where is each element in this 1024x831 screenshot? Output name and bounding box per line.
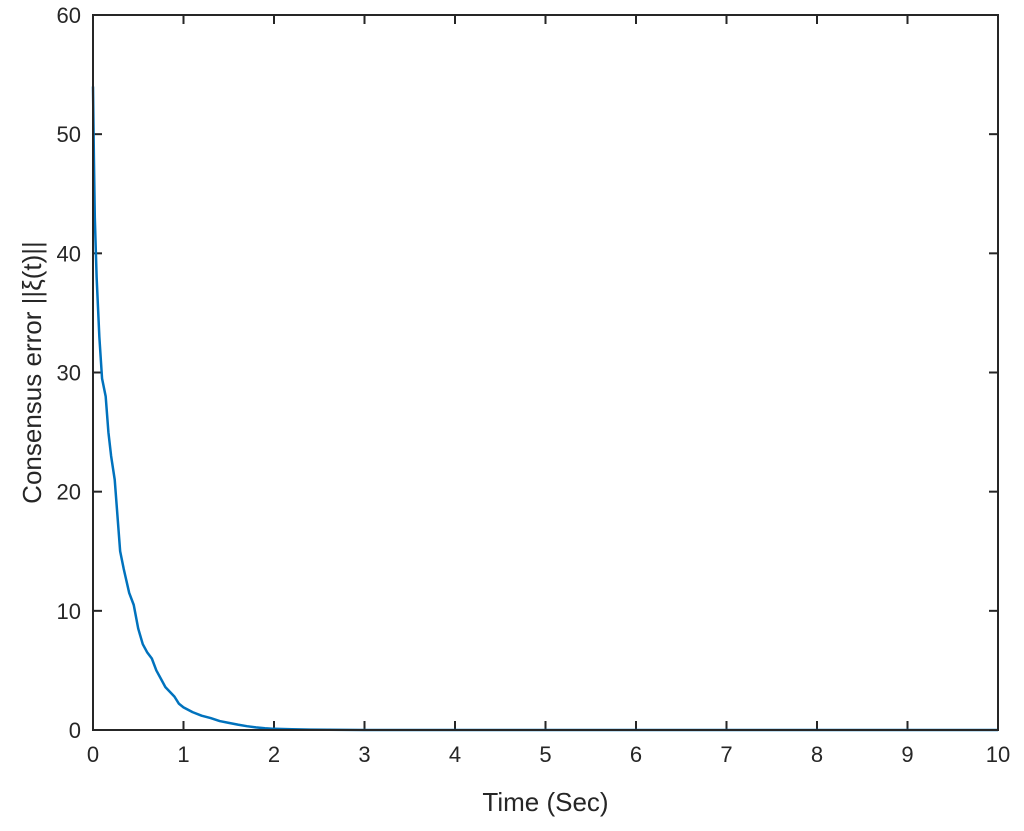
x-tick-label: 8 [811, 742, 823, 767]
y-tick-label: 30 [57, 361, 81, 386]
x-tick-label: 3 [358, 742, 370, 767]
y-tick-label: 10 [57, 599, 81, 624]
x-tick-label: 4 [449, 742, 461, 767]
y-axis-tick-labels: 0 10 20 30 40 50 60 [57, 3, 81, 743]
x-tick-label: 10 [986, 742, 1010, 767]
series-line-0 [91, 86, 998, 732]
y-axis-label: Consensus error ||ξ(t)|| [17, 241, 47, 504]
x-tick-label: 1 [177, 742, 189, 767]
x-axis-ticks [92, 15, 999, 730]
plot-frame [92, 14, 999, 731]
y-tick-label: 0 [69, 718, 81, 743]
x-tick-label: 2 [268, 742, 280, 767]
x-tick-label: 7 [720, 742, 732, 767]
y-tick-label: 20 [57, 480, 81, 505]
y-tick-label: 40 [57, 241, 81, 266]
x-axis-tick-labels: 0 1 2 3 4 5 6 7 8 9 10 [87, 742, 1010, 767]
x-tick-label: 0 [87, 742, 99, 767]
y-axis-ticks [93, 14, 998, 731]
x-tick-label: 5 [539, 742, 551, 767]
series-group [91, 86, 998, 732]
y-tick-label: 60 [57, 3, 81, 28]
x-tick-label: 9 [901, 742, 913, 767]
x-tick-label: 6 [630, 742, 642, 767]
y-tick-label: 50 [57, 122, 81, 147]
x-axis-label: Time (Sec) [482, 787, 608, 817]
